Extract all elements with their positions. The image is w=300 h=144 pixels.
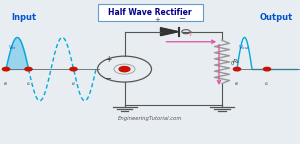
Text: Input: Input bbox=[11, 13, 37, 22]
Text: Half Wave Rectifier: Half Wave Rectifier bbox=[108, 8, 192, 17]
Text: $R_L$: $R_L$ bbox=[232, 57, 241, 66]
Text: $V_{in}$: $V_{in}$ bbox=[8, 43, 16, 52]
Circle shape bbox=[263, 67, 271, 71]
Text: −: − bbox=[178, 15, 185, 24]
Circle shape bbox=[25, 67, 32, 71]
Text: Output: Output bbox=[260, 13, 292, 22]
Polygon shape bbox=[160, 28, 178, 36]
Text: $t_1$: $t_1$ bbox=[264, 81, 270, 88]
Text: $t_0$: $t_0$ bbox=[234, 81, 240, 88]
Text: 0: 0 bbox=[231, 61, 234, 66]
Text: EngineeringTutorial.com: EngineeringTutorial.com bbox=[118, 116, 182, 121]
Circle shape bbox=[233, 67, 241, 71]
Text: $I$: $I$ bbox=[189, 29, 193, 38]
Text: $V_{out}$: $V_{out}$ bbox=[238, 43, 251, 52]
Circle shape bbox=[70, 67, 77, 71]
Text: −: − bbox=[104, 74, 112, 83]
Text: $t_0$: $t_0$ bbox=[3, 81, 9, 88]
Text: +: + bbox=[154, 17, 160, 23]
Text: $t_2$: $t_2$ bbox=[71, 81, 76, 88]
FancyBboxPatch shape bbox=[98, 4, 202, 21]
Circle shape bbox=[119, 67, 130, 72]
Circle shape bbox=[2, 67, 10, 71]
Text: +: + bbox=[105, 55, 111, 64]
Text: $t_1$: $t_1$ bbox=[26, 81, 31, 88]
